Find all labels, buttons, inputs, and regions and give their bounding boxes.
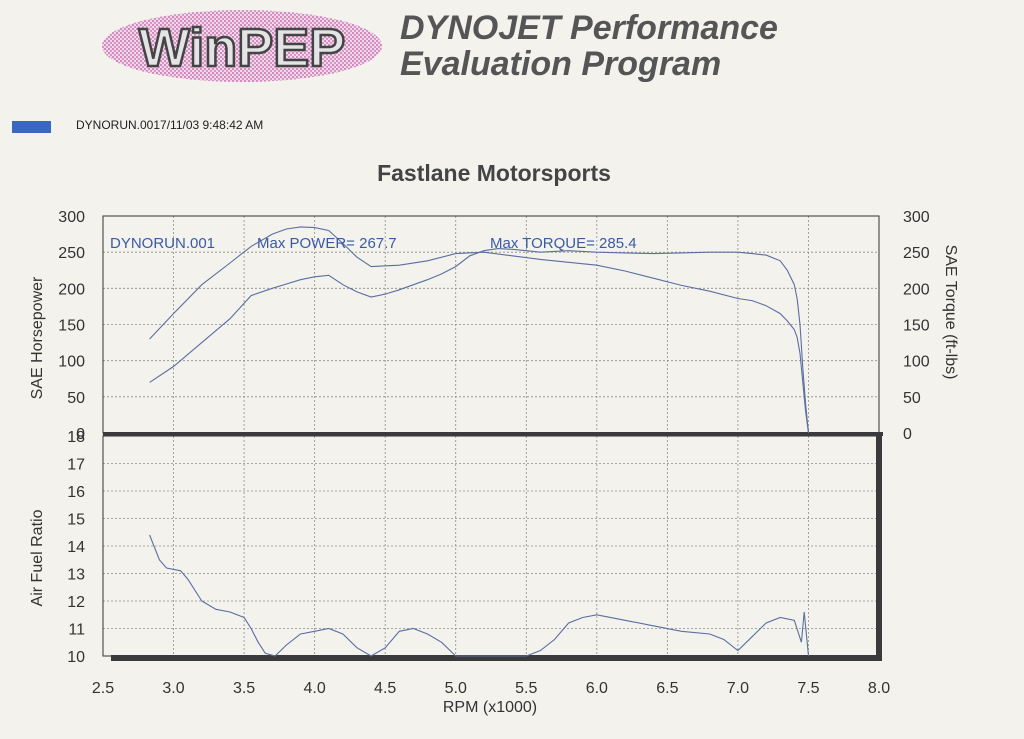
rpm-tick-label: 8.0 bbox=[868, 680, 890, 697]
rpm-tick-label: 7.0 bbox=[727, 680, 749, 697]
afr-tick-label: 18 bbox=[67, 429, 85, 446]
legend-entry: DYNORUN.0017/11/03 9:48:42 AM bbox=[76, 118, 264, 132]
brand-line-2: Evaluation Program bbox=[400, 45, 722, 83]
annotation-max-torque: Max TORQUE= 285.4 bbox=[490, 235, 637, 252]
afr-tick-label: 12 bbox=[67, 594, 85, 611]
rpm-tick-label: 6.5 bbox=[656, 680, 678, 697]
afr-tick-label: 17 bbox=[67, 457, 85, 474]
rpm-tick-label: 7.5 bbox=[797, 680, 819, 697]
rpm-tick-label: 6.0 bbox=[586, 680, 608, 697]
hp-tick-label: 300 bbox=[58, 209, 85, 226]
torque-tick-label: 300 bbox=[903, 209, 930, 226]
hp-tick-label: 100 bbox=[58, 354, 85, 371]
torque-tick-label: 100 bbox=[903, 354, 930, 371]
rpm-tick-label: 4.0 bbox=[304, 680, 326, 697]
afr-tick-label: 11 bbox=[68, 622, 85, 639]
rpm-tick-label: 3.0 bbox=[162, 680, 184, 697]
torque-tick-label: 0 bbox=[903, 426, 912, 443]
afr-tick-label: 15 bbox=[67, 512, 85, 529]
svg-text:WinPEP: WinPEP bbox=[139, 18, 346, 78]
torque-tick-label: 50 bbox=[903, 390, 921, 407]
hp-tick-label: 50 bbox=[67, 390, 85, 407]
afr-line bbox=[149, 534, 810, 657]
rpm-tick-label: 5.0 bbox=[445, 680, 467, 697]
hp-tick-label: 150 bbox=[58, 318, 85, 335]
brand-line-1: DYNOJET Performance bbox=[400, 9, 778, 47]
y-axis-label-horsepower: SAE Horsepower bbox=[29, 276, 46, 399]
torque-tick-label: 250 bbox=[903, 245, 930, 262]
bottom-grid bbox=[103, 436, 879, 656]
rpm-tick-label: 2.5 bbox=[92, 680, 114, 697]
torque-line bbox=[149, 226, 810, 434]
chart-title: Fastlane Motorsports bbox=[377, 160, 611, 186]
annotation-run: DYNORUN.001 bbox=[110, 235, 215, 252]
legend-swatch bbox=[12, 121, 51, 133]
x-axis-label: RPM (x1000) bbox=[443, 699, 537, 716]
afr-tick-label: 14 bbox=[67, 539, 85, 556]
brand-title: DYNOJET Performance Evaluation Program bbox=[400, 10, 778, 82]
y-axis-label-afr: Air Fuel Ratio bbox=[29, 509, 46, 606]
afr-tick-label: 13 bbox=[67, 567, 85, 584]
y2-axis-label-torque: SAE Torque (ft-lbs) bbox=[942, 245, 959, 380]
annotation-max-power: Max POWER= 267.7 bbox=[257, 235, 397, 252]
torque-tick-label: 200 bbox=[903, 281, 930, 298]
power-line bbox=[149, 248, 810, 434]
tick-labels: 3002502001501005003002502001501005001817… bbox=[58, 209, 930, 697]
plot-frames bbox=[102, 215, 883, 661]
hp-tick-label: 250 bbox=[58, 245, 85, 262]
winpep-logo: WinPEP bbox=[102, 10, 382, 82]
afr-tick-label: 10 bbox=[67, 649, 85, 666]
rpm-tick-label: 3.5 bbox=[233, 680, 255, 697]
series-lines bbox=[149, 226, 810, 657]
rpm-tick-label: 4.5 bbox=[374, 680, 396, 697]
rpm-tick-label: 5.5 bbox=[515, 680, 537, 697]
hp-tick-label: 200 bbox=[58, 281, 85, 298]
torque-tick-label: 150 bbox=[903, 318, 930, 335]
afr-tick-label: 16 bbox=[67, 484, 85, 501]
hp-tick-label: 0 bbox=[76, 426, 85, 443]
